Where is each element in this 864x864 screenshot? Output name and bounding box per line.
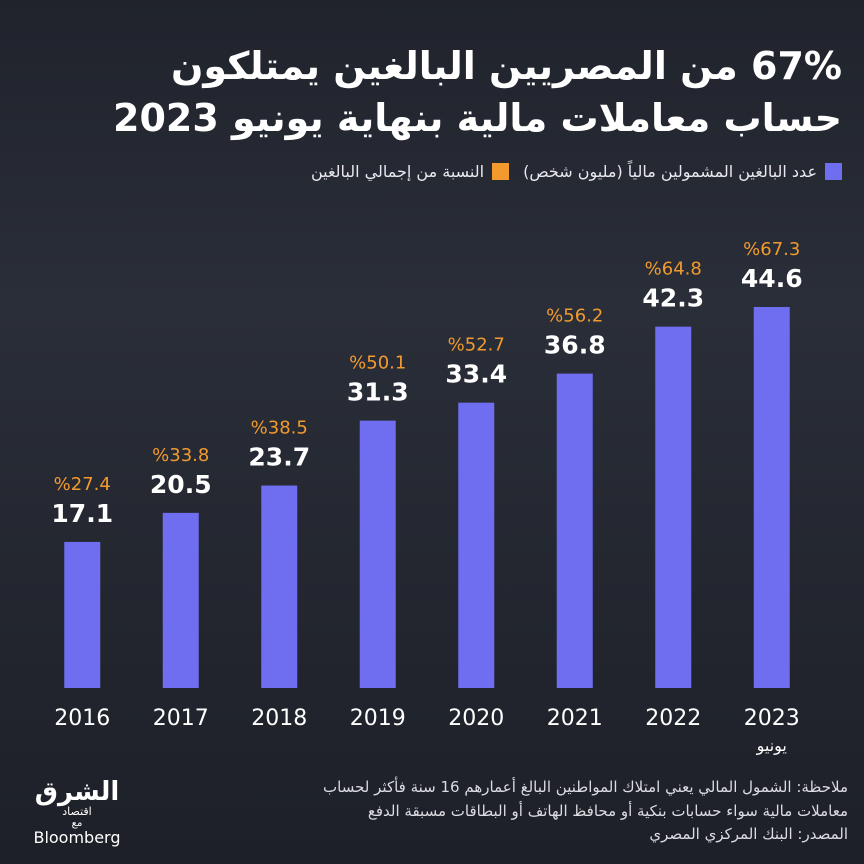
legend-swatch	[492, 163, 510, 180]
value-label: 33.4	[445, 360, 507, 389]
percent-label: %67.3	[743, 239, 800, 260]
x-tick-label: 2020	[448, 706, 504, 731]
legend-item: عدد البالغين المشمولين مالياً (مليون شخص…	[523, 162, 842, 181]
bar	[261, 485, 298, 688]
legend-item: النسبة من إجمالي البالغين	[310, 162, 510, 181]
x-tick-label: 2021	[547, 706, 603, 731]
legend-label: النسبة من إجمالي البالغين	[310, 162, 485, 181]
legend-label: عدد البالغين المشمولين مالياً (مليون شخص…	[523, 162, 817, 181]
x-tick-sublabel: يونيو	[756, 736, 787, 756]
value-label: 36.8	[544, 331, 606, 360]
note-line: ملاحظة: الشمول المالي يعني امتلاك المواط…	[323, 778, 848, 796]
x-tick-label: 2017	[153, 706, 209, 731]
x-tick-label: 2019	[350, 706, 406, 731]
x-tick-label: 2022	[645, 706, 701, 731]
percent-label: %27.4	[54, 474, 111, 495]
value-label: 31.3	[347, 378, 409, 407]
value-label: 20.5	[150, 470, 212, 499]
value-label: 42.3	[642, 284, 704, 313]
bar	[359, 420, 396, 688]
note-line: معاملات مالية سواء حسابات بنكية أو محافظ…	[367, 801, 848, 820]
logo: الشرق اقتصاد مع Bloomberg	[22, 778, 132, 847]
percent-label: %56.2	[546, 306, 603, 327]
logo-name: الشرق	[34, 777, 120, 807]
percent-label: %50.1	[349, 353, 406, 374]
value-label: 17.1	[51, 499, 113, 528]
title: 67% من المصريين البالغين يمتلكون حساب مع…	[22, 40, 842, 144]
percent-label: %33.8	[152, 445, 209, 466]
bar	[458, 402, 495, 688]
title-line: حساب معاملات مالية بنهاية يونيو 2023	[113, 96, 842, 140]
logo-sub: اقتصاد	[62, 805, 92, 818]
percent-label: %38.5	[251, 418, 308, 439]
x-tick-label: 2018	[251, 706, 307, 731]
value-label: 23.7	[248, 443, 310, 472]
notes: ملاحظة: الشمول المالي يعني امتلاك المواط…	[168, 776, 848, 847]
x-tick-label: 2016	[54, 706, 110, 731]
percent-label: %64.8	[645, 259, 702, 280]
bar	[162, 512, 199, 688]
bar	[655, 326, 692, 688]
title-line: 67% من المصريين البالغين يمتلكون	[170, 44, 842, 88]
note-line: المصدر: البنك المركزي المصري	[649, 825, 848, 843]
bar	[753, 307, 790, 688]
logo-partner: Bloomberg	[33, 828, 121, 847]
value-label: 44.6	[741, 264, 803, 293]
legend: عدد البالغين المشمولين مالياً (مليون شخص…	[311, 162, 842, 181]
logo-with: مع	[71, 818, 83, 829]
x-tick-label: 2023	[744, 706, 800, 731]
percent-label: %52.7	[448, 335, 505, 356]
legend-swatch	[825, 163, 842, 180]
bar	[556, 373, 593, 688]
bar	[64, 541, 101, 688]
